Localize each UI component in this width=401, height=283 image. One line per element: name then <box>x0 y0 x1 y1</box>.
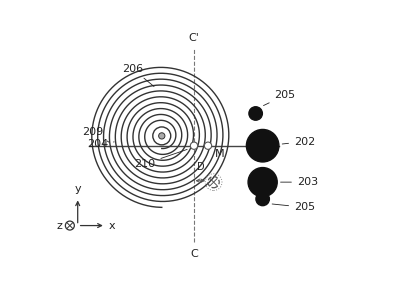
Text: 205: 205 <box>271 202 314 212</box>
Text: 206: 206 <box>122 64 154 87</box>
Text: 204: 204 <box>87 139 114 149</box>
Text: 209: 209 <box>82 127 109 142</box>
Circle shape <box>190 142 197 149</box>
Circle shape <box>248 107 262 120</box>
Circle shape <box>246 129 278 162</box>
Text: x: x <box>109 220 115 231</box>
Text: y: y <box>74 184 81 194</box>
Text: 202: 202 <box>282 136 314 147</box>
Text: z: z <box>56 220 62 231</box>
Circle shape <box>158 133 164 139</box>
Text: 210: 210 <box>134 149 187 169</box>
Circle shape <box>204 142 211 149</box>
Text: D: D <box>197 162 204 172</box>
Circle shape <box>247 168 277 197</box>
Text: C: C <box>190 248 197 259</box>
Text: M: M <box>215 149 224 159</box>
Text: 205: 205 <box>263 90 295 106</box>
Circle shape <box>255 192 269 206</box>
Text: 203: 203 <box>280 177 317 187</box>
Text: C': C' <box>188 33 199 43</box>
